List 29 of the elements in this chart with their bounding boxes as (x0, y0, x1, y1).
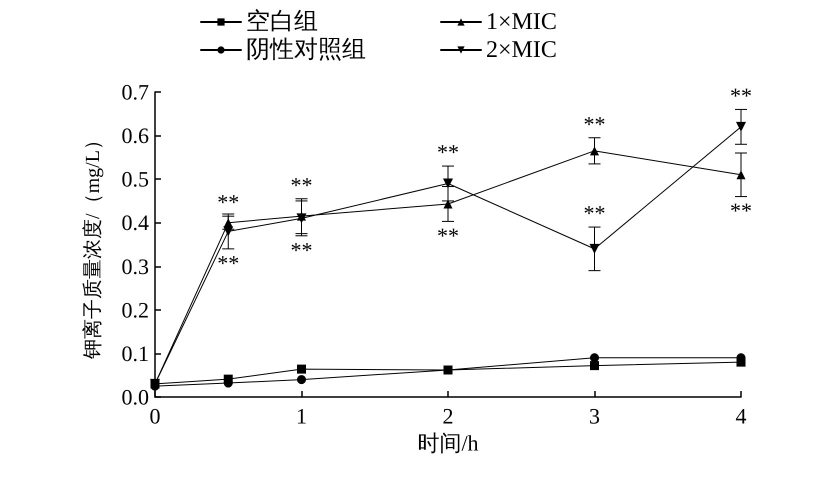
y-tick-label: 0.4 (122, 210, 149, 236)
y-tick-label: 0.6 (122, 123, 149, 148)
annotation: ** (290, 237, 312, 262)
annotation: ** (290, 172, 312, 198)
legend-label: 阴性对照组 (246, 37, 366, 63)
annotation: ** (584, 111, 606, 136)
y-tick-label: 0.3 (122, 254, 149, 279)
annotation: ** (584, 200, 606, 226)
y-tick-label: 0.7 (122, 80, 149, 104)
annotation: ** (217, 250, 240, 276)
legend-label: 2×MIC (486, 37, 557, 63)
annotation: ** (730, 198, 752, 224)
annotation: ** (437, 222, 459, 248)
y-tick-label: 0.5 (122, 166, 149, 192)
y-axis-title: 钾离子质量浓度/（mg/L） (82, 130, 104, 360)
x-tick-label: 4 (736, 404, 746, 428)
y-tick-label: 0.0 (122, 384, 149, 410)
annotation: ** (730, 82, 752, 108)
legend-label: 空白组 (246, 8, 318, 35)
x-axis-title: 时间/h (417, 430, 479, 456)
y-tick-label: 0.1 (122, 340, 149, 366)
x-tick-label: 0 (150, 404, 160, 428)
annotation: ** (217, 190, 240, 215)
x-tick-label: 1 (296, 404, 307, 428)
y-tick-label: 0.2 (122, 297, 149, 322)
x-tick-label: 2 (442, 404, 454, 428)
legend-label: 1×MIC (486, 9, 557, 35)
x-tick-label: 3 (589, 404, 600, 428)
annotation: ** (437, 140, 459, 165)
